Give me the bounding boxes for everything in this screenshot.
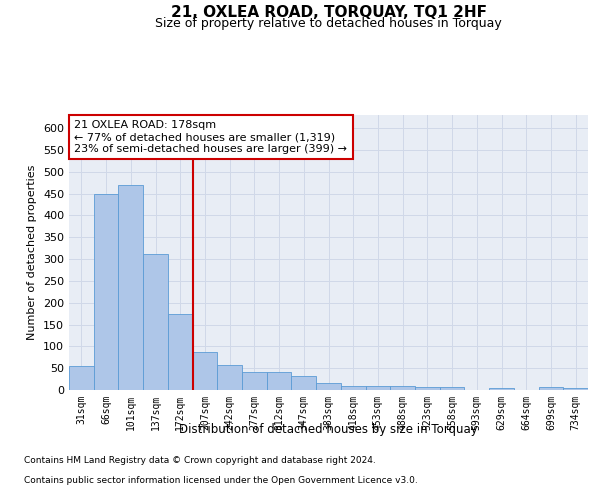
Bar: [143, 254, 168, 390]
Bar: [193, 352, 217, 390]
Bar: [217, 364, 242, 390]
Bar: [118, 185, 143, 390]
Text: Contains public sector information licensed under the Open Government Licence v3: Contains public sector information licen…: [24, 476, 418, 485]
Bar: [440, 386, 464, 390]
Y-axis label: Number of detached properties: Number of detached properties: [28, 165, 37, 340]
Bar: [489, 388, 514, 390]
Bar: [316, 384, 341, 390]
Bar: [390, 386, 415, 390]
Bar: [168, 314, 193, 390]
Text: Contains HM Land Registry data © Crown copyright and database right 2024.: Contains HM Land Registry data © Crown c…: [24, 456, 376, 465]
Bar: [365, 386, 390, 390]
Bar: [341, 386, 365, 390]
Bar: [563, 388, 588, 390]
Bar: [415, 388, 440, 390]
Bar: [69, 366, 94, 390]
Bar: [539, 387, 563, 390]
Text: Size of property relative to detached houses in Torquay: Size of property relative to detached ho…: [155, 18, 502, 30]
Text: 21, OXLEA ROAD, TORQUAY, TQ1 2HF: 21, OXLEA ROAD, TORQUAY, TQ1 2HF: [171, 5, 487, 20]
Text: Distribution of detached houses by size in Torquay: Distribution of detached houses by size …: [179, 422, 478, 436]
Bar: [242, 372, 267, 390]
Bar: [292, 376, 316, 390]
Text: 21 OXLEA ROAD: 178sqm
← 77% of detached houses are smaller (1,319)
23% of semi-d: 21 OXLEA ROAD: 178sqm ← 77% of detached …: [74, 120, 347, 154]
Bar: [94, 194, 118, 390]
Bar: [267, 372, 292, 390]
